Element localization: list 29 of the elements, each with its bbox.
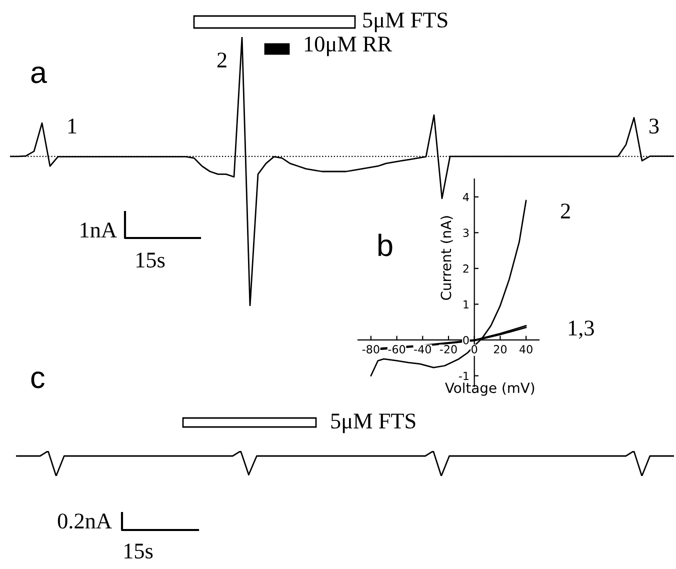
y-tick-label: 3 <box>463 228 469 238</box>
annotation: 3 <box>650 118 659 134</box>
text: 0.2nA <box>58 514 112 529</box>
x-tick-label: 0 <box>472 345 478 354</box>
annotation: 1 <box>68 118 76 134</box>
annotation: 15s <box>136 252 165 268</box>
x-tick-label: 20 <box>494 345 507 354</box>
annotation: a <box>31 66 47 84</box>
annotation: 2 <box>560 204 570 218</box>
y-axis-title: Current (nA) <box>440 216 453 300</box>
x-tick-label: -20 <box>440 345 457 354</box>
y-tick-label: -1 <box>458 372 468 380</box>
x-tick-label: -40 <box>414 345 431 354</box>
x-tick-label: 40 <box>520 345 532 354</box>
annotation: b <box>378 234 392 256</box>
text: 5μM FTS <box>363 12 448 32</box>
x-tick-label: -60 <box>388 345 406 354</box>
text: 5μM FTS <box>331 414 416 434</box>
annotation: 1nA <box>80 222 117 238</box>
y-tick-label: 1 <box>464 300 468 308</box>
y-tick-label: 4 <box>462 193 469 202</box>
y-tick-label: 2 <box>463 264 468 273</box>
series-label: 1,3 <box>568 320 594 339</box>
text: 15s <box>124 544 153 559</box>
legend-label: 2 <box>217 52 226 68</box>
annotation: 10μM RR <box>304 36 392 56</box>
x-axis-title: Voltage (mV) <box>445 382 534 396</box>
y-tick-label: 0 <box>463 336 469 344</box>
text: c <box>31 371 44 388</box>
